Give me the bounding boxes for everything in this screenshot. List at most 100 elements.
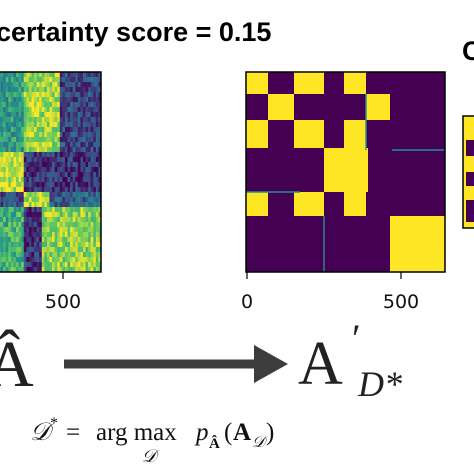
left-heatmap-cell [82,182,86,188]
left-heatmap-cell [0,127,1,133]
left-heatmap-cell [49,197,53,203]
left-heatmap-cell [46,257,50,263]
left-heatmap-cell [3,262,7,268]
left-heatmap-cell [8,162,12,168]
left-heatmap-cell [21,162,25,168]
left-heatmap-cell [41,82,45,88]
left-heatmap-cell [59,147,63,153]
left-heatmap-cell [16,157,19,163]
left-heatmap-cell [52,212,55,218]
left-heatmap-cell [41,167,45,173]
left-heatmap-cell [21,77,25,83]
left-heatmap-cell [95,237,99,243]
left-heatmap-cell [80,162,84,168]
left-heatmap-cell [0,162,4,168]
left-heatmap-cell [0,252,4,258]
left-heatmap-cell [44,222,48,228]
left-heatmap-cell [41,222,45,228]
left-heatmap-cell [16,197,19,203]
left-heatmap-cell [88,137,92,143]
left-heatmap-cell [77,257,81,263]
left-heatmap-cell [28,172,32,178]
left-heatmap-cell [70,137,73,143]
left-heatmap-cell [49,167,53,173]
left-heatmap-cell [93,207,97,213]
left-heatmap-cell [23,237,27,243]
left-heatmap-cell [0,97,4,103]
left-heatmap-cell [49,222,53,228]
left-heatmap-cell [88,202,92,208]
left-heatmap-cell [85,127,89,133]
left-heatmap-cell [0,222,1,228]
left-heatmap-cell [82,87,86,93]
left-heatmap-cell [62,82,66,88]
left-heatmap-cell [72,192,76,198]
left-heatmap-cell [46,117,50,123]
left-heatmap-cell [34,137,37,143]
left-heatmap-cell [34,242,37,248]
left-heatmap-cell [95,87,99,93]
left-heatmap-cell [44,102,48,108]
left-heatmap-cell [26,92,30,98]
left-heatmap-cell [57,132,61,138]
left-heatmap-cell [85,147,89,153]
left-heatmap-cell [26,217,30,223]
left-heatmap-cell [36,132,40,138]
left-heatmap-cell [72,202,76,208]
left-heatmap-cell [90,142,94,148]
left-heatmap-cell [52,127,55,133]
left-heatmap-cell [16,207,19,213]
left-heatmap-cell [31,157,35,163]
left-heatmap-cell [41,142,45,148]
left-heatmap-cell [5,167,9,173]
left-heatmap-cell [95,227,99,233]
left-heatmap-cell [34,172,37,178]
left-heatmap-cell [41,152,45,158]
left-heatmap-cell [36,102,40,108]
left-heatmap-cell [23,167,27,173]
left-heatmap-cell [93,227,97,233]
left-heatmap-cell [13,262,17,268]
left-heatmap-cell [5,252,9,258]
left-heatmap-cell [75,87,79,93]
left-heatmap-cell [5,122,9,128]
left-heatmap-cell [34,267,37,272]
left-heatmap-cell [0,192,4,198]
left-heatmap-cell [10,102,14,108]
left-heatmap-cell [34,152,37,158]
left-heatmap-cell [23,267,27,272]
left-heatmap-cell [62,192,66,198]
left-heatmap-cell [72,217,76,223]
left-heatmap-cell [85,182,89,188]
left-heatmap-cell [72,72,76,78]
left-heatmap-cell [3,147,7,153]
left-heatmap-cell [82,137,86,143]
left-heatmap-cell [28,202,32,208]
left-heatmap-cell [95,157,99,163]
left-heatmap-cell [23,257,27,263]
left-heatmap-cell [75,182,79,188]
left-heatmap-cell [57,97,61,103]
left-heatmap-cell [75,197,79,203]
left-heatmap-cell [67,117,71,123]
left-heatmap-cell [85,242,89,248]
left-heatmap-cell [62,142,66,148]
left-heatmap-cell [82,77,86,83]
left-heatmap-cell [0,202,1,208]
left-heatmap-cell [98,202,101,208]
left-heatmap-cell [21,107,25,113]
left-heatmap-cell [80,212,84,218]
left-heatmap-cell [93,82,97,88]
left-heatmap-cell [16,142,19,148]
left-heatmap-cell [13,82,17,88]
left-heatmap-cell [44,77,48,83]
left-heatmap-cell [49,232,53,238]
left-heatmap-cell [62,112,66,118]
left-heatmap-cell [46,197,50,203]
left-heatmap-cell [70,147,73,153]
left-heatmap-cell [93,137,97,143]
left-heatmap-cell [52,257,55,263]
left-heatmap-cell [10,247,14,253]
left-heatmap-cell [10,227,14,233]
left-heatmap-cell [52,82,55,88]
